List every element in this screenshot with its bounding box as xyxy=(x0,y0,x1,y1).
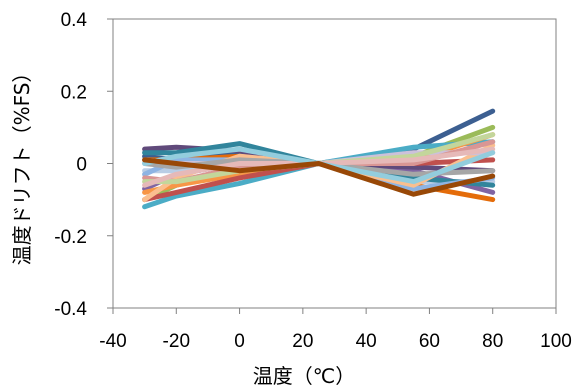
x-tick-label: 60 xyxy=(419,331,440,352)
series-line-5 xyxy=(142,139,496,210)
x-tick-label: 40 xyxy=(356,331,377,352)
x-tick-label: -40 xyxy=(99,331,126,352)
series-line-17 xyxy=(142,146,496,188)
series-line-18 xyxy=(142,146,496,185)
series-line-19 xyxy=(142,157,496,197)
x-tick-label: -20 xyxy=(163,331,190,352)
x-tick-label: 100 xyxy=(540,331,572,352)
x-tick-label: 20 xyxy=(292,331,313,352)
x-tick-label: 80 xyxy=(482,331,503,352)
y-axis-title: 温度ドリフト（%FS） xyxy=(10,63,34,266)
y-tick-label: 0 xyxy=(76,155,87,176)
y-tick-label: -0.4 xyxy=(54,299,87,320)
y-tick-label: 0.2 xyxy=(61,82,87,103)
y-tick-label: -0.2 xyxy=(54,227,87,248)
series-line-8 xyxy=(142,157,496,203)
y-tick-label: 0.4 xyxy=(61,10,88,31)
x-tick-label: 0 xyxy=(234,331,245,352)
x-axis-title: 温度（℃） xyxy=(253,364,355,388)
